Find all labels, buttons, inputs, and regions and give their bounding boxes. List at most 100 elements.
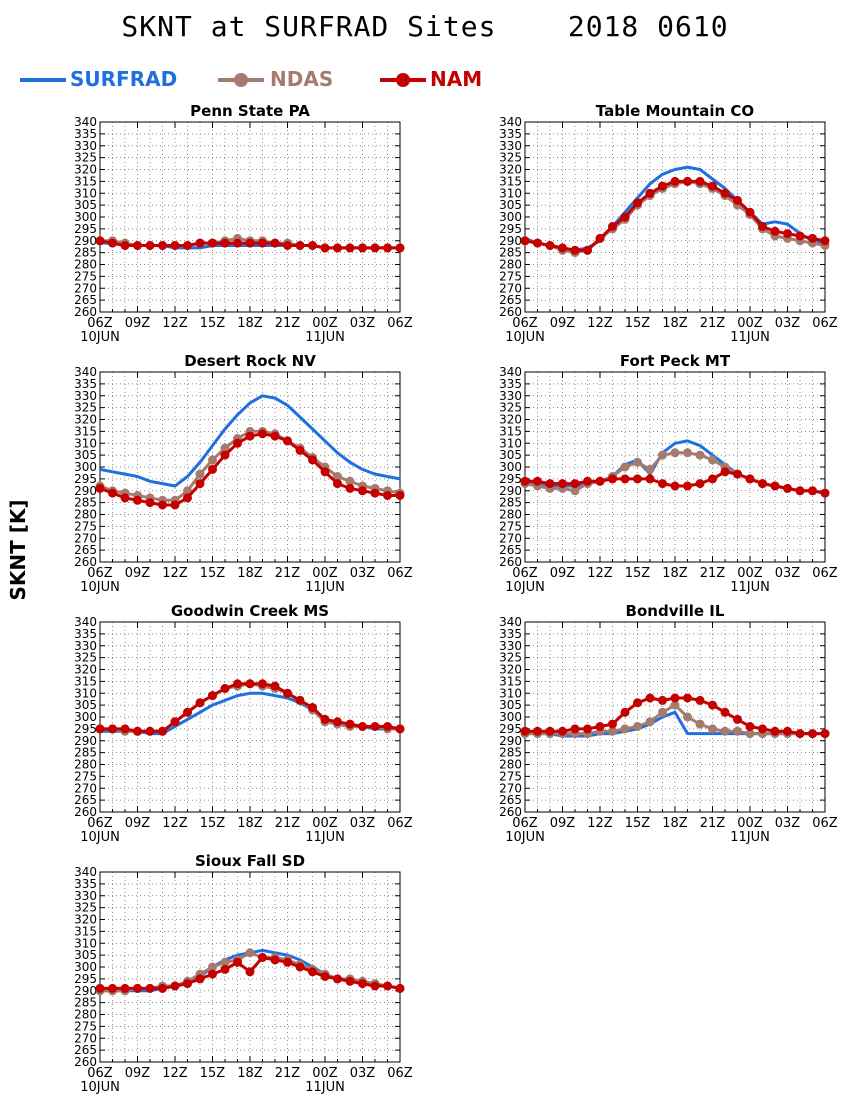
series-point-nam [258, 238, 267, 248]
series-point-ndas [195, 469, 205, 479]
y-tick-label: 320 [74, 663, 97, 677]
x-tick-label: 03Z [775, 316, 801, 331]
series-point-nam [670, 693, 680, 703]
series-point-nam [820, 488, 830, 498]
x-tick-label: 09Z [550, 816, 576, 831]
series-point-nam [145, 726, 155, 736]
y-tick-label: 290 [499, 234, 522, 248]
x-tick-label: 06Z [512, 816, 538, 831]
y-tick-label: 265 [499, 293, 522, 307]
series-point-nam [333, 479, 342, 489]
y-tick-label: 285 [499, 246, 522, 260]
y-tick-label: 310 [74, 686, 97, 700]
series-point-nam [283, 957, 292, 967]
series-point-nam [383, 243, 392, 253]
series-point-nam [133, 495, 142, 505]
y-tick-label: 305 [499, 448, 522, 462]
y-tick-label: 325 [74, 151, 97, 165]
chart-panel-2: Desert Rock NV26026527027528028529029530… [74, 352, 413, 595]
panel-title: Fort Peck MT [620, 352, 731, 370]
series-point-nam [820, 236, 830, 246]
series-point-nam [570, 724, 580, 734]
series-point-nam [658, 479, 667, 489]
series-point-nam [220, 450, 230, 460]
y-tick-label: 260 [74, 305, 97, 319]
y-tick-label: 330 [499, 139, 522, 153]
series-point-nam [295, 962, 305, 972]
x-tick-label: 12Z [587, 816, 613, 831]
y-tick-label: 340 [499, 615, 522, 629]
y-tick-label: 305 [74, 198, 97, 212]
series-point-nam [633, 474, 642, 484]
y-tick-label: 315 [74, 174, 97, 188]
series-point-nam [295, 445, 305, 455]
y-tick-label: 260 [74, 555, 97, 569]
y-tick-label: 270 [499, 531, 522, 545]
series-point-nam [520, 476, 530, 486]
series-point-ndas [658, 707, 667, 717]
y-tick-label: 340 [74, 365, 97, 379]
x-tick-label: 00Z [737, 316, 763, 331]
x-tick-label: 18Z [662, 316, 688, 331]
series-point-nam [720, 188, 730, 198]
x-tick-label: 03Z [350, 816, 376, 831]
y-tick-label: 320 [74, 163, 97, 177]
series-point-nam [683, 176, 692, 186]
chart-main-title: SKNT at SURFRAD Sites 2018 0610 [121, 10, 729, 43]
x-tick-label: 18Z [237, 316, 263, 331]
y-tick-label: 280 [74, 508, 97, 522]
x-date-label: 10JUN [505, 580, 545, 595]
x-tick-label: 00Z [312, 566, 338, 581]
series-point-nam [545, 241, 555, 250]
series-point-nam [683, 481, 692, 491]
series-point-nam [383, 722, 392, 731]
y-tick-label: 310 [74, 936, 97, 950]
legend-label-nam: NAM [430, 67, 483, 91]
x-tick-label: 15Z [200, 816, 226, 831]
series-point-nam [595, 476, 605, 486]
y-tick-label: 290 [74, 234, 97, 248]
y-tick-label: 300 [499, 710, 522, 724]
y-tick-label: 340 [74, 115, 97, 129]
y-tick-label: 270 [74, 281, 97, 295]
series-point-nam [220, 964, 230, 974]
series-point-nam [133, 983, 142, 993]
series-point-nam [258, 679, 267, 689]
series-point-ndas [245, 948, 255, 958]
series-point-nam [320, 467, 330, 477]
series-point-nam [283, 436, 292, 446]
series-point-nam [370, 722, 380, 731]
x-tick-label: 03Z [775, 566, 801, 581]
series-point-nam [370, 981, 380, 991]
y-tick-label: 340 [499, 115, 522, 129]
y-tick-label: 310 [74, 436, 97, 450]
y-tick-label: 310 [499, 186, 522, 200]
series-point-nam [295, 695, 305, 705]
legend-swatch-nam [380, 73, 426, 87]
x-tick-label: 00Z [312, 1066, 338, 1081]
series-point-nam [820, 729, 830, 739]
series-point-nam [158, 726, 167, 736]
series-point-nam [370, 243, 380, 253]
series-point-ndas [695, 450, 705, 460]
x-date-label: 11JUN [730, 330, 770, 345]
y-tick-label: 325 [499, 651, 522, 665]
series-point-nam [583, 245, 592, 255]
series-point-nam [258, 953, 267, 962]
series-point-nam [620, 212, 630, 222]
series-point-nam [658, 695, 667, 705]
series-point-nam [95, 983, 105, 993]
legend-swatch-ndas [218, 73, 264, 87]
y-tick-label: 275 [74, 769, 97, 783]
x-tick-label: 15Z [200, 566, 226, 581]
x-tick-label: 06Z [812, 816, 838, 831]
y-tick-label: 300 [74, 210, 97, 224]
y-tick-label: 320 [499, 663, 522, 677]
y-tick-label: 310 [499, 436, 522, 450]
series-point-nam [95, 483, 105, 493]
series-point-nam [383, 981, 392, 991]
series-point-ndas [658, 450, 667, 460]
panel-title: Desert Rock NV [184, 352, 316, 370]
x-tick-label: 06Z [87, 566, 113, 581]
x-tick-label: 12Z [162, 1066, 188, 1081]
